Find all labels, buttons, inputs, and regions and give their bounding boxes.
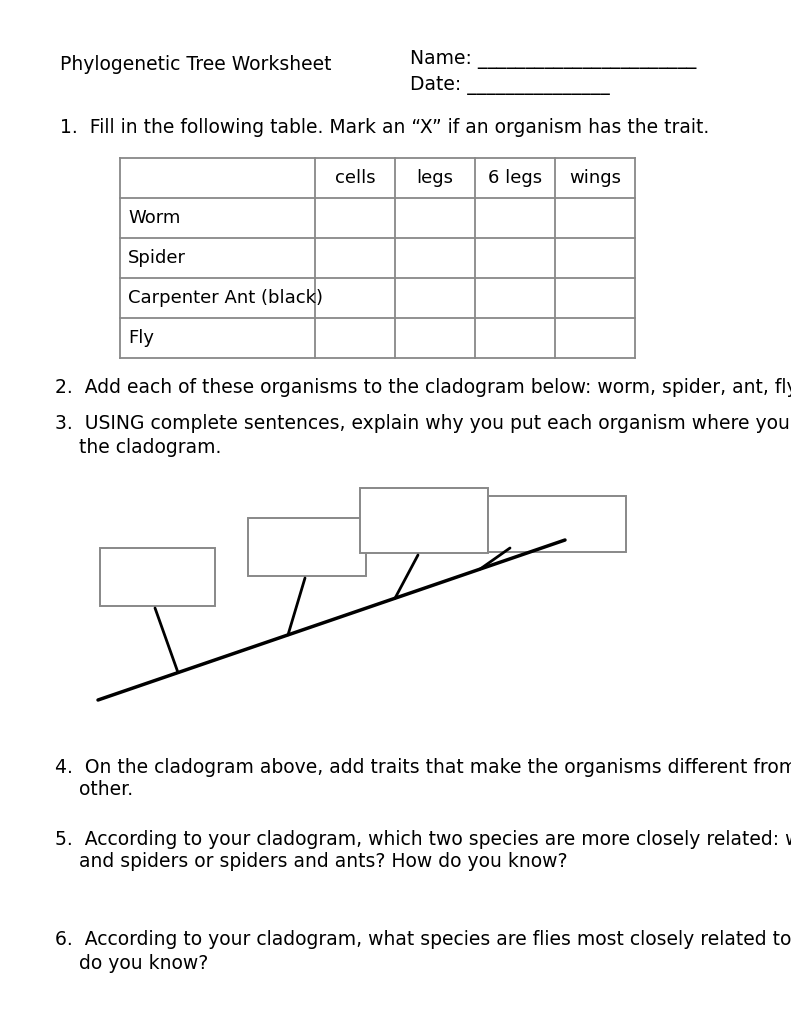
Bar bbox=[100, 548, 215, 606]
Text: Worm: Worm bbox=[128, 209, 180, 227]
Text: 6.  According to your cladogram, what species are flies most closely related to?: 6. According to your cladogram, what spe… bbox=[55, 930, 791, 949]
Bar bbox=[248, 518, 366, 575]
Text: Date: _______________: Date: _______________ bbox=[410, 76, 610, 95]
Text: wings: wings bbox=[569, 169, 621, 187]
Text: 6 legs: 6 legs bbox=[488, 169, 542, 187]
Text: and spiders or spiders and ants? How do you know?: and spiders or spiders and ants? How do … bbox=[55, 852, 567, 871]
Text: 5.  According to your cladogram, which two species are more closely related: wor: 5. According to your cladogram, which tw… bbox=[55, 830, 791, 849]
Text: do you know?: do you know? bbox=[55, 954, 208, 973]
Text: Spider: Spider bbox=[128, 249, 186, 267]
Text: other.: other. bbox=[55, 780, 133, 799]
Text: Name: _______________________: Name: _______________________ bbox=[410, 50, 696, 69]
Text: Fly: Fly bbox=[128, 329, 154, 347]
Bar bbox=[360, 488, 488, 553]
Bar bbox=[488, 496, 626, 552]
Text: Phylogenetic Tree Worksheet: Phylogenetic Tree Worksheet bbox=[60, 55, 331, 74]
Text: Carpenter Ant (black): Carpenter Ant (black) bbox=[128, 289, 323, 307]
Text: 4.  On the cladogram above, add traits that make the organisms different from ea: 4. On the cladogram above, add traits th… bbox=[55, 758, 791, 777]
Text: 1.  Fill in the following table. Mark an “X” if an organism has the trait.: 1. Fill in the following table. Mark an … bbox=[60, 118, 710, 137]
Text: legs: legs bbox=[417, 169, 453, 187]
Text: 3.  USING complete sentences, explain why you put each organism where you did on: 3. USING complete sentences, explain why… bbox=[55, 414, 791, 433]
Text: the cladogram.: the cladogram. bbox=[55, 438, 221, 457]
Text: 2.  Add each of these organisms to the cladogram below: worm, spider, ant, fly: 2. Add each of these organisms to the cl… bbox=[55, 378, 791, 397]
Text: cells: cells bbox=[335, 169, 375, 187]
